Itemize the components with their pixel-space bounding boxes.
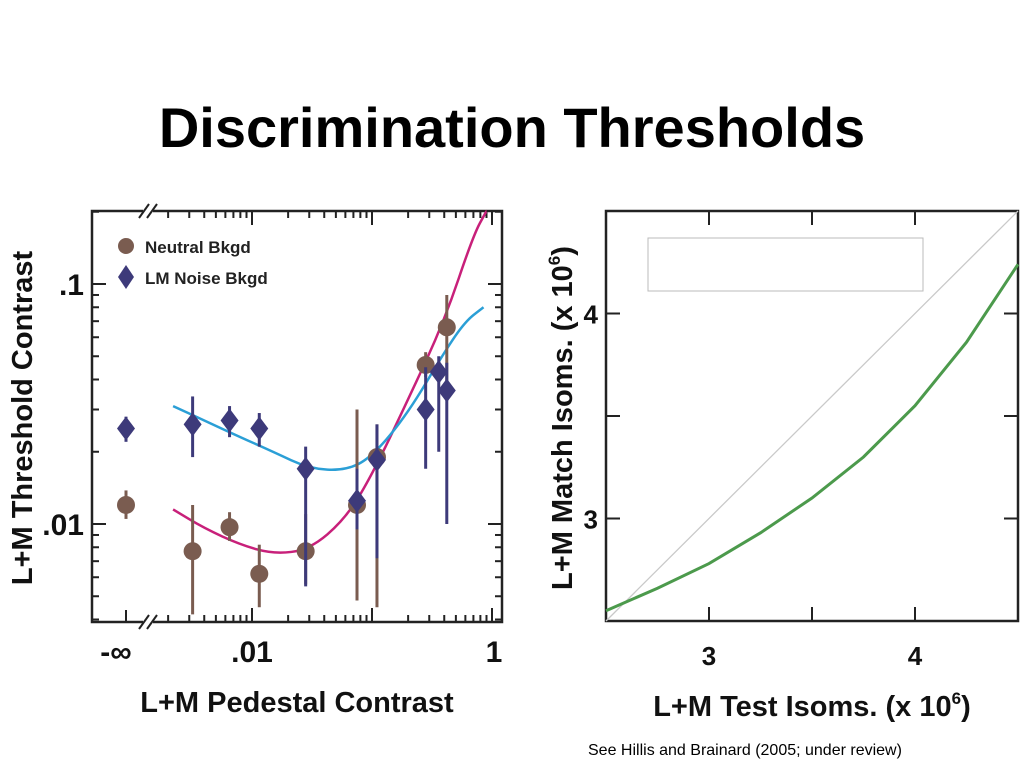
citation-text: See Hillis and Brainard (2005; under rev… [588,742,902,759]
left-plot-frame [90,209,504,624]
legend-marker-lm-noise [118,265,134,289]
y-tick-label: .1 [59,269,84,302]
axis-break-mark-bottom [138,614,150,630]
fit-curve-lm-noise [172,306,485,471]
lm-noise-point [437,378,456,403]
x-tick-label: .01 [231,636,273,669]
right-x-tick-label: 3 [702,641,716,671]
lm-noise-point [416,397,435,422]
right-x-tick-label: 4 [908,641,923,671]
lm-noise-point [367,447,386,472]
right-legend-box [647,237,924,292]
axis-break-mark-bottom [146,614,158,630]
y-tick-label: .01 [42,509,84,542]
lm-noise-point [250,416,269,441]
lm-noise-point [220,408,239,433]
axis-break-mark-top [138,203,150,219]
neutral-point [183,542,202,561]
right-x-axis-label: L+M Test Isoms. (x 106) [653,689,971,723]
x-tick-label: -∞ [100,636,131,669]
axis-break-gap-bottom [143,614,153,630]
lm-noise-point [429,359,448,384]
match-curve [605,263,1020,613]
right-y-tick-label: 3 [584,505,598,535]
neutral-point [220,518,239,537]
right-y-axis-label: L+M Match Isoms. (x 106) [545,246,579,590]
lm-noise-point [296,456,315,481]
identity-line [605,210,1019,622]
legend-label-lm-noise: LM Noise Bkgd [145,269,268,288]
x-axis-label: L+M Pedestal Contrast [140,687,454,719]
lm-noise-point [348,488,367,513]
neutral-point [250,564,269,583]
axis-break-mark-top [146,203,158,219]
y-axis-label: L+M Threshold Contrast [7,251,39,586]
page-title: Discrimination Thresholds [158,96,866,159]
neutral-point [117,495,135,514]
lm-noise-point [117,416,135,441]
x-tick-label: 1 [486,636,503,669]
axis-break-gap-top [143,203,153,219]
legend-marker-neutral [118,238,134,254]
neutral-point [416,355,435,374]
lm-noise-point [183,412,202,437]
neutral-point [437,318,456,337]
right-y-tick-label: 4 [584,300,599,330]
legend-label-neutral: Neutral Bkgd [145,238,251,257]
